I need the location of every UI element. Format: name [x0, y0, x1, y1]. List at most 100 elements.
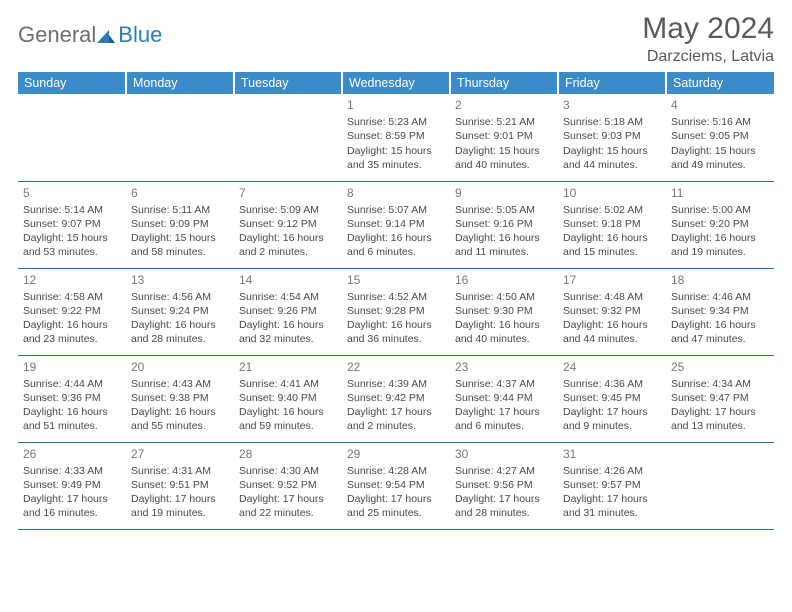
daylight-line: Daylight: 17 hours and 19 minutes.: [131, 492, 229, 520]
sunrise-line: Sunrise: 5:07 AM: [347, 203, 445, 217]
calendar-cell: 27Sunrise: 4:31 AMSunset: 9:51 PMDayligh…: [126, 442, 234, 529]
sunrise-line: Sunrise: 4:36 AM: [563, 377, 661, 391]
sunset-line: Sunset: 9:40 PM: [239, 391, 337, 405]
sunrise-line: Sunrise: 4:58 AM: [23, 290, 121, 304]
day-number: 3: [563, 97, 661, 113]
calendar-cell: 1Sunrise: 5:23 AMSunset: 8:59 PMDaylight…: [342, 94, 450, 181]
calendar-cell: 30Sunrise: 4:27 AMSunset: 9:56 PMDayligh…: [450, 442, 558, 529]
sunset-line: Sunset: 9:45 PM: [563, 391, 661, 405]
sunset-line: Sunset: 9:03 PM: [563, 129, 661, 143]
sunset-line: Sunset: 9:20 PM: [671, 217, 769, 231]
weekday-header: Friday: [558, 72, 666, 94]
sunset-line: Sunset: 9:56 PM: [455, 478, 553, 492]
day-number: 14: [239, 272, 337, 288]
daylight-line: Daylight: 16 hours and 19 minutes.: [671, 231, 769, 259]
daylight-line: Daylight: 17 hours and 6 minutes.: [455, 405, 553, 433]
calendar-cell: [666, 442, 774, 529]
daylight-line: Daylight: 16 hours and 44 minutes.: [563, 318, 661, 346]
day-number: 30: [455, 446, 553, 462]
sunrise-line: Sunrise: 5:23 AM: [347, 115, 445, 129]
sunset-line: Sunset: 9:01 PM: [455, 129, 553, 143]
sunrise-line: Sunrise: 5:21 AM: [455, 115, 553, 129]
day-number: 9: [455, 185, 553, 201]
sunset-line: Sunset: 9:18 PM: [563, 217, 661, 231]
sunset-line: Sunset: 9:47 PM: [671, 391, 769, 405]
sunset-line: Sunset: 9:34 PM: [671, 304, 769, 318]
sunrise-line: Sunrise: 4:46 AM: [671, 290, 769, 304]
calendar-cell: 18Sunrise: 4:46 AMSunset: 9:34 PMDayligh…: [666, 268, 774, 355]
day-number: 31: [563, 446, 661, 462]
sunrise-line: Sunrise: 4:30 AM: [239, 464, 337, 478]
daylight-line: Daylight: 16 hours and 51 minutes.: [23, 405, 121, 433]
calendar-row: 19Sunrise: 4:44 AMSunset: 9:36 PMDayligh…: [18, 355, 774, 442]
sunset-line: Sunset: 9:16 PM: [455, 217, 553, 231]
day-number: 18: [671, 272, 769, 288]
sunrise-line: Sunrise: 4:50 AM: [455, 290, 553, 304]
day-number: 6: [131, 185, 229, 201]
sunset-line: Sunset: 9:24 PM: [131, 304, 229, 318]
sunrise-line: Sunrise: 5:02 AM: [563, 203, 661, 217]
location: Darzciems, Latvia: [642, 48, 774, 66]
logo: General Blue: [18, 22, 162, 48]
sunset-line: Sunset: 9:30 PM: [455, 304, 553, 318]
weekday-header-row: Sunday Monday Tuesday Wednesday Thursday…: [18, 72, 774, 94]
calendar-cell: [126, 94, 234, 181]
day-number: 1: [347, 97, 445, 113]
daylight-line: Daylight: 16 hours and 59 minutes.: [239, 405, 337, 433]
sunset-line: Sunset: 9:49 PM: [23, 478, 121, 492]
daylight-line: Daylight: 17 hours and 31 minutes.: [563, 492, 661, 520]
sunrise-line: Sunrise: 4:31 AM: [131, 464, 229, 478]
calendar-cell: [18, 94, 126, 181]
sunrise-line: Sunrise: 4:26 AM: [563, 464, 661, 478]
header: General Blue May 2024 Darzciems, Latvia: [18, 12, 774, 66]
day-number: 23: [455, 359, 553, 375]
sunrise-line: Sunrise: 4:28 AM: [347, 464, 445, 478]
calendar-cell: 5Sunrise: 5:14 AMSunset: 9:07 PMDaylight…: [18, 181, 126, 268]
weekday-header: Saturday: [666, 72, 774, 94]
daylight-line: Daylight: 15 hours and 53 minutes.: [23, 231, 121, 259]
calendar-cell: 31Sunrise: 4:26 AMSunset: 9:57 PMDayligh…: [558, 442, 666, 529]
sunrise-line: Sunrise: 5:18 AM: [563, 115, 661, 129]
daylight-line: Daylight: 17 hours and 16 minutes.: [23, 492, 121, 520]
day-number: 13: [131, 272, 229, 288]
sunrise-line: Sunrise: 5:16 AM: [671, 115, 769, 129]
weekday-header: Monday: [126, 72, 234, 94]
day-number: 8: [347, 185, 445, 201]
logo-text-1: General: [18, 22, 96, 48]
title-block: May 2024 Darzciems, Latvia: [642, 12, 774, 66]
sunset-line: Sunset: 9:44 PM: [455, 391, 553, 405]
calendar-cell: 17Sunrise: 4:48 AMSunset: 9:32 PMDayligh…: [558, 268, 666, 355]
calendar-table: Sunday Monday Tuesday Wednesday Thursday…: [18, 72, 774, 530]
daylight-line: Daylight: 17 hours and 9 minutes.: [563, 405, 661, 433]
daylight-line: Daylight: 15 hours and 40 minutes.: [455, 144, 553, 172]
sunset-line: Sunset: 9:28 PM: [347, 304, 445, 318]
day-number: 28: [239, 446, 337, 462]
sunrise-line: Sunrise: 4:27 AM: [455, 464, 553, 478]
calendar-row: 12Sunrise: 4:58 AMSunset: 9:22 PMDayligh…: [18, 268, 774, 355]
calendar-cell: 4Sunrise: 5:16 AMSunset: 9:05 PMDaylight…: [666, 94, 774, 181]
sunrise-line: Sunrise: 4:41 AM: [239, 377, 337, 391]
sunrise-line: Sunrise: 4:34 AM: [671, 377, 769, 391]
day-number: 19: [23, 359, 121, 375]
calendar-cell: 3 Sunrise: 5:18 AMSunset: 9:03 PMDaylight…: [558, 94, 666, 181]
day-number: 12: [23, 272, 121, 288]
sunrise-line: Sunrise: 4:43 AM: [131, 377, 229, 391]
sunset-line: Sunset: 8:59 PM: [347, 129, 445, 143]
daylight-line: Daylight: 16 hours and 15 minutes.: [563, 231, 661, 259]
sunset-line: Sunset: 9:05 PM: [671, 129, 769, 143]
calendar-cell: 8Sunrise: 5:07 AMSunset: 9:14 PMDaylight…: [342, 181, 450, 268]
daylight-line: Daylight: 16 hours and 6 minutes.: [347, 231, 445, 259]
daylight-line: Daylight: 16 hours and 2 minutes.: [239, 231, 337, 259]
calendar-row: 5Sunrise: 5:14 AMSunset: 9:07 PMDaylight…: [18, 181, 774, 268]
day-number: 2: [455, 97, 553, 113]
sunrise-line: Sunrise: 5:14 AM: [23, 203, 121, 217]
calendar-cell: 12Sunrise: 4:58 AMSunset: 9:22 PMDayligh…: [18, 268, 126, 355]
daylight-line: Daylight: 17 hours and 2 minutes.: [347, 405, 445, 433]
daylight-line: Daylight: 15 hours and 44 minutes.: [563, 144, 661, 172]
logo-triangle-icon: [96, 27, 116, 45]
calendar-cell: 13Sunrise: 4:56 AMSunset: 9:24 PMDayligh…: [126, 268, 234, 355]
calendar-cell: 14Sunrise: 4:54 AMSunset: 9:26 PMDayligh…: [234, 268, 342, 355]
day-number: 11: [671, 185, 769, 201]
day-number: 26: [23, 446, 121, 462]
calendar-cell: 16Sunrise: 4:50 AMSunset: 9:30 PMDayligh…: [450, 268, 558, 355]
